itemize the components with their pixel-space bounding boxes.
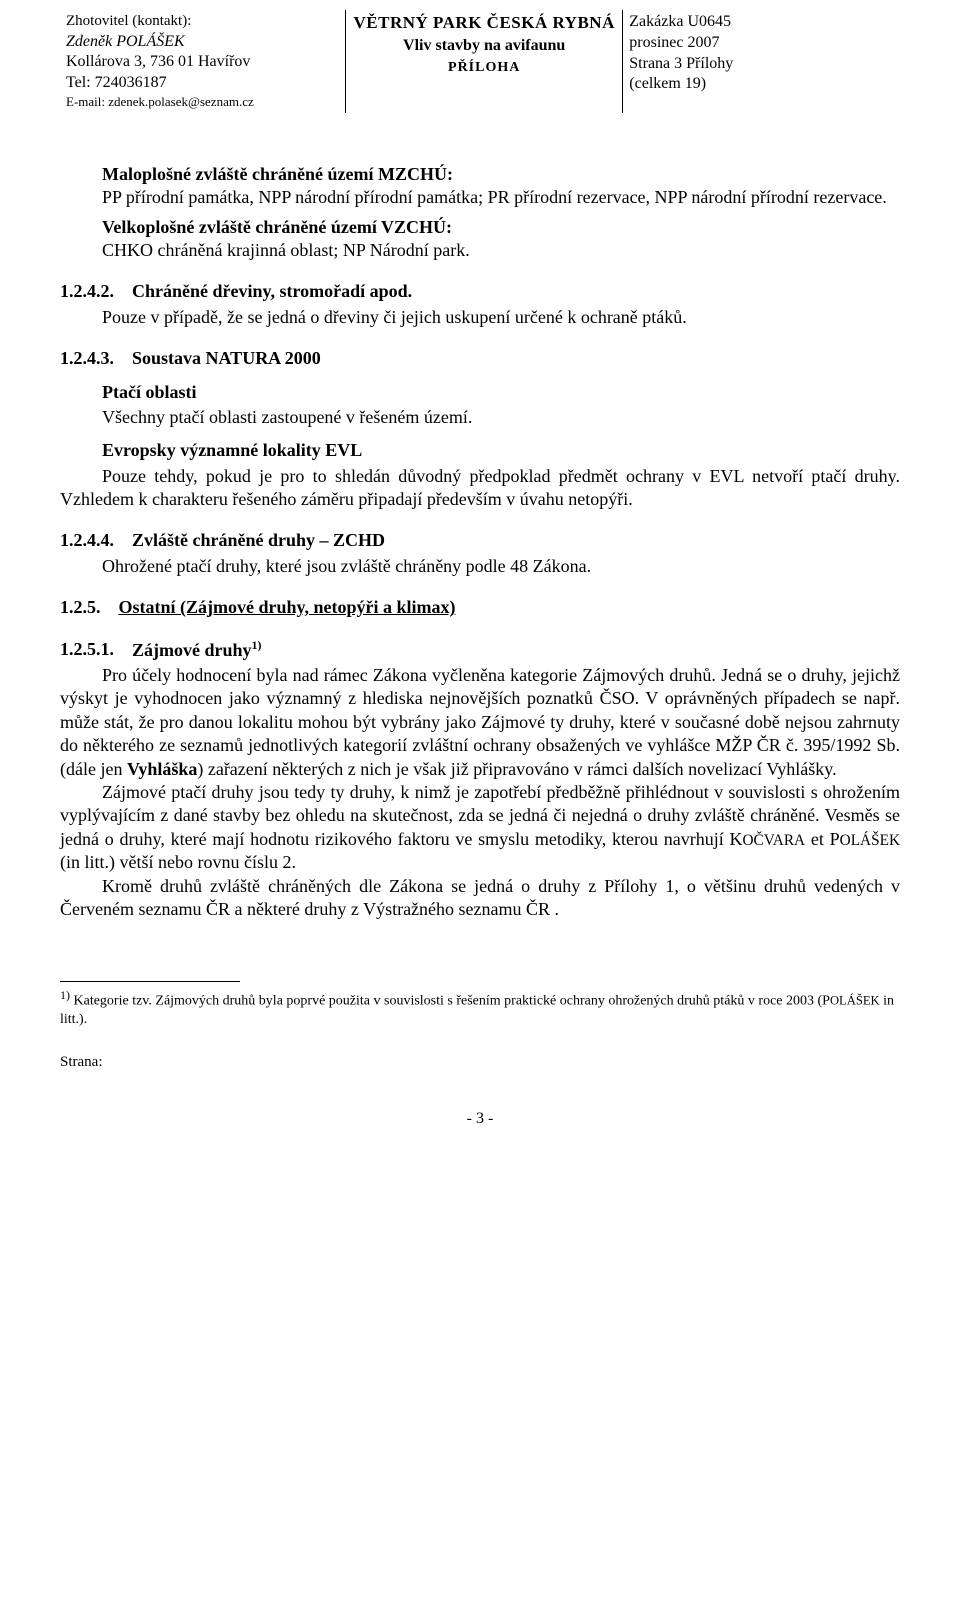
ptaci-heading: Ptačí oblasti xyxy=(60,381,900,404)
evl-heading: Evropsky významné lokality EVL xyxy=(60,439,900,462)
section-1244-num: 1.2.4.4. xyxy=(60,529,114,552)
section-1251-para2: Zájmové ptačí druhy jsou tedy ty druhy, … xyxy=(60,781,900,875)
p1-text-b: ) zařazení některých z nich je však již … xyxy=(197,759,836,779)
section-1243-num: 1.2.4.3. xyxy=(60,347,114,370)
contractor-address: Kollárova 3, 736 01 Havířov xyxy=(66,52,339,73)
contractor-email: E-mail: zdenek.polasek@seznam.cz xyxy=(66,94,339,111)
section-125-head: 1.2.5. Ostatní (Zájmové druhy, netopýři … xyxy=(60,596,900,619)
section-1243-title: Soustava NATURA 2000 xyxy=(132,347,321,370)
section-1251-head: 1.2.5.1. Zájmové druhy1) xyxy=(60,638,900,662)
ptaci-text: Všechny ptačí oblasti zastoupené v řešen… xyxy=(60,406,900,429)
section-1242-title: Chráněné dřeviny, stromořadí apod. xyxy=(132,280,412,303)
footer-strana-label: Strana: xyxy=(60,1053,900,1073)
p2-text-c: (in litt.) větší nebo rovnu číslu 2. xyxy=(60,852,296,872)
footnote: 1) Kategorie tzv. Zájmových druhů byla p… xyxy=(60,988,900,1029)
section-125: 1.2.5. Ostatní (Zájmové druhy, netopýři … xyxy=(60,596,900,619)
vzchu-heading: Velkoplošné zvláště chráněné území VZCHÚ… xyxy=(60,216,900,239)
footnote-sc: OLÁŠEK xyxy=(830,994,880,1008)
contractor-label: Zhotovitel (kontakt): xyxy=(66,12,339,32)
section-1251-num: 1.2.5.1. xyxy=(60,638,114,662)
section-1251-title-text: Zájmové druhy xyxy=(132,640,252,660)
header-center-cell: VĚTRNÝ PARK ČESKÁ RYBNÁ Vliv stavby na a… xyxy=(346,10,623,113)
footnote-text-a: Kategorie tzv. Zájmových druhů byla popr… xyxy=(74,994,830,1009)
doc-title-3: PŘÍLOHA xyxy=(352,59,616,77)
mzchu-block: Maloplošné zvláště chráněné území MZCHÚ:… xyxy=(60,163,900,263)
footnote-sup: 1) xyxy=(60,988,70,1002)
page-total: (celkem 19) xyxy=(629,74,894,95)
section-1244: 1.2.4.4. Zvláště chráněné druhy – ZCHD O… xyxy=(60,529,900,578)
header-right-cell: Zakázka U0645 prosinec 2007 Strana 3 Pří… xyxy=(623,10,900,113)
section-1243: 1.2.4.3. Soustava NATURA 2000 Ptačí obla… xyxy=(60,347,900,511)
section-1243-head: 1.2.4.3. Soustava NATURA 2000 xyxy=(60,347,900,370)
section-1242-head: 1.2.4.2. Chráněné dřeviny, stromořadí ap… xyxy=(60,280,900,303)
section-1242-text: Pouze v případě, že se jedná o dřeviny č… xyxy=(60,306,900,329)
section-125-num: 1.2.5. xyxy=(60,596,101,619)
vzchu-text: CHKO chráněná krajinná oblast; NP Národn… xyxy=(60,239,900,262)
section-1242: 1.2.4.2. Chráněné dřeviny, stromořadí ap… xyxy=(60,280,900,329)
job-date: prosinec 2007 xyxy=(629,33,894,54)
job-number: Zakázka U0645 xyxy=(629,12,894,33)
section-1251-title: Zájmové druhy1) xyxy=(132,638,262,662)
page-info: Strana 3 Přílohy xyxy=(629,54,894,75)
section-1244-title: Zvláště chráněné druhy – ZCHD xyxy=(132,529,385,552)
contractor-tel: Tel: 724036187 xyxy=(66,73,339,94)
footnote-rule xyxy=(60,981,240,982)
evl-text: Pouze tehdy, pokud je pro to shledán dův… xyxy=(60,465,900,512)
section-1244-text: Ohrožené ptačí druhy, které jsou zvláště… xyxy=(60,555,900,578)
section-1251-sup: 1) xyxy=(252,638,262,652)
document-header: Zhotovitel (kontakt): Zdeněk POLÁŠEK Kol… xyxy=(60,10,900,113)
section-1251-para1: Pro účely hodnocení byla nad rámec Zákon… xyxy=(60,664,900,781)
mzchu-text: PP přírodní památka, NPP národní přírodn… xyxy=(60,186,900,209)
section-1244-head: 1.2.4.4. Zvláště chráněné druhy – ZCHD xyxy=(60,529,900,552)
section-125-title: Ostatní (Zájmové druhy, netopýři a klima… xyxy=(119,596,456,619)
p2-sc2: OLÁŠEK xyxy=(840,832,900,849)
p2-sc1: OČVARA xyxy=(742,832,805,849)
doc-title-2: Vliv stavby na avifaunu xyxy=(352,36,616,57)
mzchu-heading: Maloplošné zvláště chráněné území MZCHÚ: xyxy=(60,163,900,186)
header-left-cell: Zhotovitel (kontakt): Zdeněk POLÁŠEK Kol… xyxy=(60,10,346,113)
section-1242-num: 1.2.4.2. xyxy=(60,280,114,303)
p1-bold: Vyhláška xyxy=(127,759,197,779)
section-1251-para3: Kromě druhů zvláště chráněných dle Zákon… xyxy=(60,875,900,922)
contractor-name: Zdeněk POLÁŠEK xyxy=(66,32,339,53)
p2-text-b: et P xyxy=(805,829,840,849)
footer-page-number: - 3 - xyxy=(60,1109,900,1130)
doc-title-1: VĚTRNÝ PARK ČESKÁ RYBNÁ xyxy=(352,12,616,34)
section-1251: 1.2.5.1. Zájmové druhy1) Pro účely hodno… xyxy=(60,638,900,922)
